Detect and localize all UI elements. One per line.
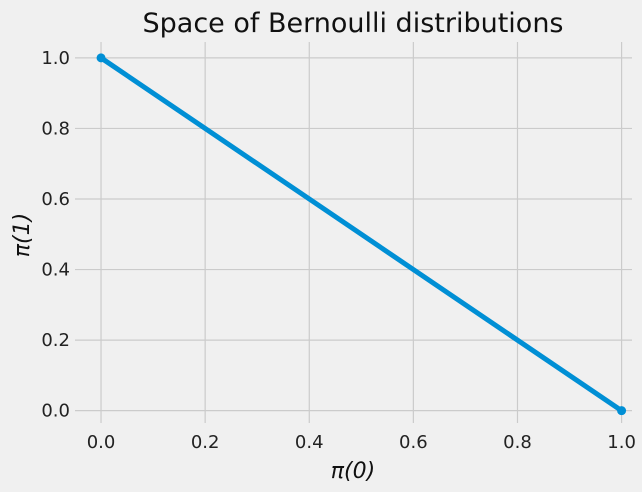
x-tick-label: 1.0 xyxy=(607,432,636,453)
data-point xyxy=(96,53,106,63)
chart-title: Space of Bernoulli distributions xyxy=(143,8,564,39)
x-axis-label: π(0) xyxy=(331,459,375,484)
y-tick-label: 0.4 xyxy=(41,260,70,281)
x-tick-label: 0.6 xyxy=(399,432,428,453)
y-axis-label: π(1) xyxy=(10,213,35,257)
y-tick-label: 0.2 xyxy=(41,330,70,351)
y-tick-label: 0.6 xyxy=(41,189,70,210)
y-tick-labels: 0.0 0.2 0.4 0.6 0.8 1.0 xyxy=(41,48,70,422)
y-tick-label: 1.0 xyxy=(41,48,70,69)
y-tick-label: 0.8 xyxy=(41,118,70,139)
grid xyxy=(75,42,632,423)
x-tick-label: 0.4 xyxy=(295,432,324,453)
x-tick-labels: 0.0 0.2 0.4 0.6 0.8 1.0 xyxy=(87,432,636,453)
series-line xyxy=(98,55,625,414)
y-tick-label: 0.0 xyxy=(41,401,70,422)
x-tick-label: 0.0 xyxy=(87,432,116,453)
x-tick-label: 0.2 xyxy=(191,432,220,453)
data-point xyxy=(617,406,627,416)
x-tick-label: 0.8 xyxy=(503,432,532,453)
series-layer xyxy=(96,53,627,416)
